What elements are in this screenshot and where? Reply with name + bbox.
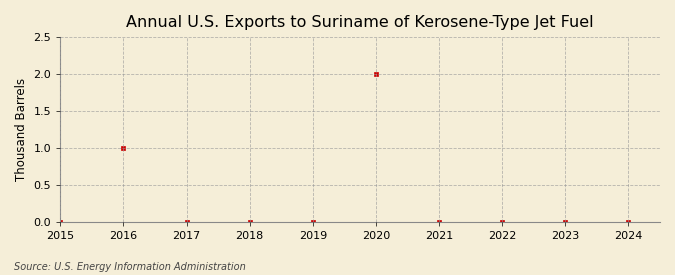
Y-axis label: Thousand Barrels: Thousand Barrels bbox=[15, 78, 28, 181]
Title: Annual U.S. Exports to Suriname of Kerosene-Type Jet Fuel: Annual U.S. Exports to Suriname of Keros… bbox=[126, 15, 594, 30]
Text: Source: U.S. Energy Information Administration: Source: U.S. Energy Information Administ… bbox=[14, 262, 245, 272]
